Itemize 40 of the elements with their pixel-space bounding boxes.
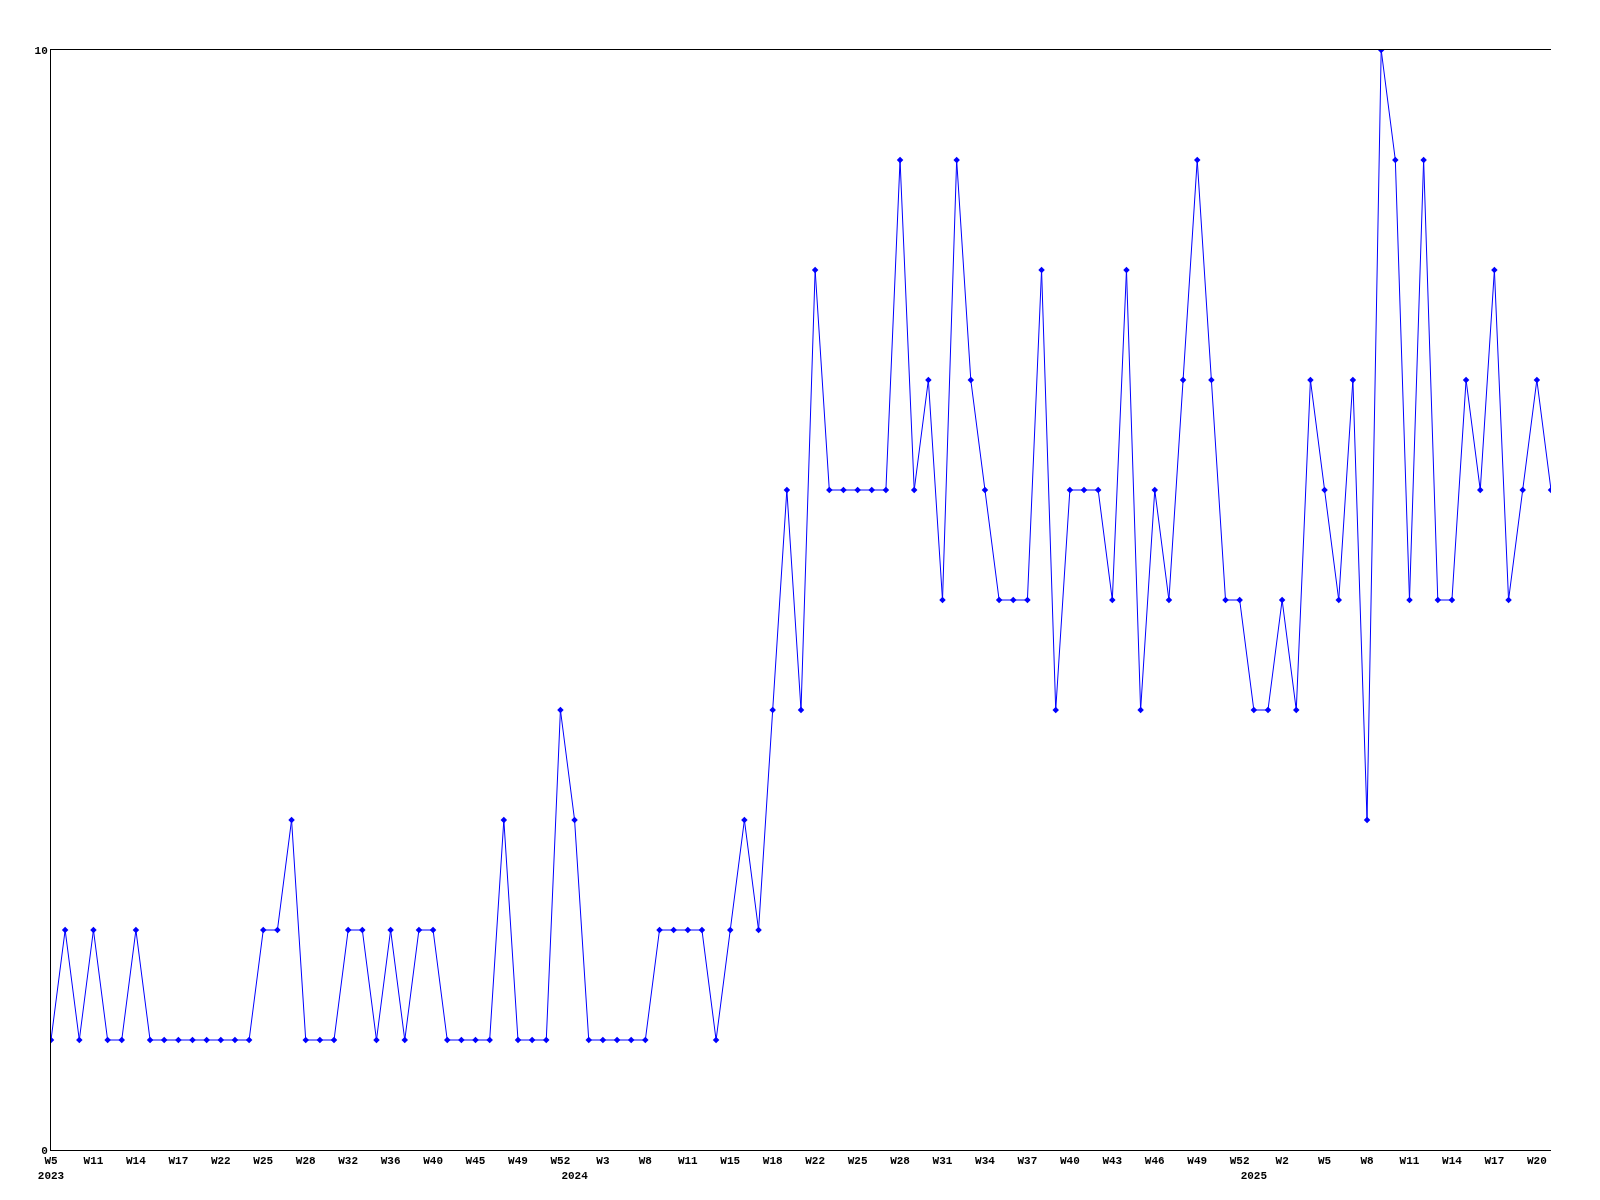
x-tick-label: W36 [380,1155,401,1168]
x-tick-label: W49 [1187,1155,1208,1168]
x-tick-label: W11 [677,1155,699,1168]
x-tick-label: W28 [295,1155,317,1168]
x-tick-label: W5 [1317,1155,1332,1168]
x-tick-label: W49 [508,1155,528,1168]
x-tick-label: 2025 [1240,1169,1268,1182]
x-tick-label: W46 [1144,1155,1165,1168]
x-tick-label: W17 [168,1155,189,1168]
x-tick-label: W14 [126,1155,147,1168]
x-tick-label: W22 [805,1155,826,1168]
x-tick-label: W31 [932,1155,953,1168]
x-tick-label: W34 [975,1155,996,1168]
x-tick-label: 2024 [561,1169,589,1182]
x-tick-label: W52 [1229,1155,1250,1168]
x-tick-label: W11 [83,1155,104,1168]
y-tick-label: 10 [34,44,48,57]
x-tick-label: W32 [338,1155,359,1168]
x-tick-label: W15 [720,1155,741,1168]
x-tick-label: W11 [1399,1155,1420,1168]
x-tick-label: W8 [1360,1155,1375,1168]
x-tick-label: W25 [253,1155,274,1168]
x-tick-label: W25 [847,1155,868,1168]
x-tick-label: W8 [638,1155,653,1168]
x-tick-label: W20 [1526,1155,1547,1168]
x-tick-label: W43 [1102,1155,1123,1168]
x-tick-label: W2 [1275,1155,1289,1168]
x-tick-label: W37 [1017,1155,1038,1168]
x-tick-label: W18 [762,1155,783,1168]
x-tick-label: W45 [465,1155,486,1168]
x-tick-label: W14 [1442,1155,1463,1168]
x-tick-label: W40 [1059,1155,1080,1168]
x-tick-label: W40 [423,1155,443,1168]
x-tick-label: W22 [210,1155,231,1168]
y-tick-label: 0 [41,1144,48,1157]
x-tick-label: W52 [550,1155,571,1168]
x-tick-label: W5 2023 [37,1155,65,1182]
x-tick-label: W28 [890,1155,911,1168]
x-tick-label: W3 [596,1155,610,1168]
x-tick-label: W17 [1484,1155,1505,1168]
